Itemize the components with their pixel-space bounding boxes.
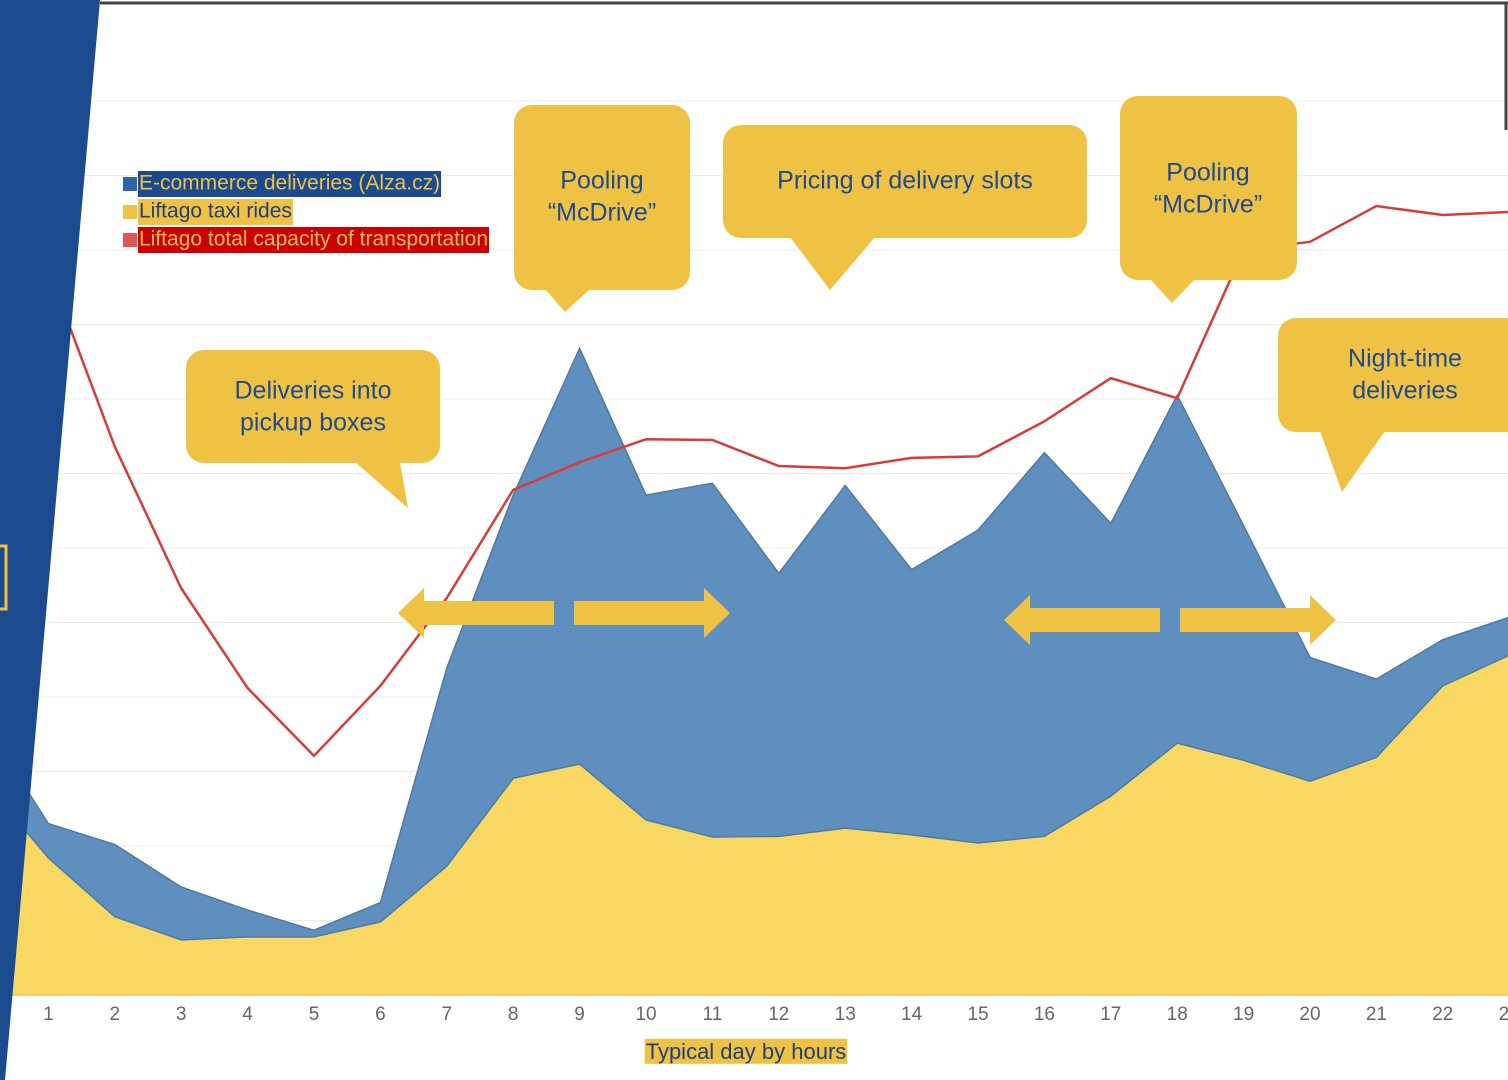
x-tick-label: 3 bbox=[176, 1004, 187, 1025]
callout-text: “McDrive” bbox=[1154, 191, 1262, 219]
x-tick-label: 18 bbox=[1167, 1004, 1188, 1025]
callout: Night-time deliveries bbox=[1278, 318, 1508, 492]
legend-label: E-commerce deliveries (Alza.cz) bbox=[139, 172, 440, 195]
legend: E-commerce deliveries (Alza.cz) Liftago t… bbox=[123, 171, 490, 253]
legend-label: Liftago total capacity of transportation bbox=[139, 228, 488, 251]
x-tick-label: 12 bbox=[768, 1004, 789, 1025]
x-tick-label: 20 bbox=[1299, 1004, 1320, 1025]
legend-bg bbox=[138, 199, 293, 225]
x-tick-label: 6 bbox=[375, 1004, 386, 1025]
x-tick-label: 16 bbox=[1034, 1004, 1055, 1025]
x-tick-label: 11 bbox=[703, 1004, 723, 1025]
arrows bbox=[398, 588, 1336, 645]
x-tick-label: 10 bbox=[635, 1004, 656, 1025]
callout-text: “McDrive” bbox=[548, 199, 656, 227]
area bbox=[0, 346, 1508, 941]
side-band bbox=[0, 0, 100, 1080]
callout-text: pickup boxes bbox=[240, 409, 386, 437]
x-tick-label: 14 bbox=[901, 1004, 923, 1025]
callout-tail bbox=[355, 462, 408, 508]
x-tick-label: 21 bbox=[1366, 1004, 1387, 1025]
x-tick-label: 23 bbox=[1499, 1004, 1508, 1025]
callout-box bbox=[1278, 318, 1508, 432]
callout-tail bbox=[1150, 279, 1195, 303]
x-label-bg bbox=[644, 1038, 848, 1064]
callout: Deliveries into pickup boxes bbox=[186, 350, 440, 508]
x-tick-label: 9 bbox=[574, 1004, 585, 1025]
x-tick-label: 5 bbox=[309, 1004, 320, 1025]
callouts: Deliveries into pickup boxes Pooling “McDri… bbox=[186, 96, 1508, 508]
callout-box bbox=[1120, 96, 1297, 280]
legend-swatch bbox=[123, 205, 137, 219]
arrow-right bbox=[1180, 595, 1336, 645]
x-tick-label: 4 bbox=[242, 1004, 253, 1025]
callout-text: Pricing of delivery slots bbox=[777, 167, 1033, 195]
x-tick-label: 17 bbox=[1100, 1004, 1121, 1025]
legend-label: Liftago taxi rides bbox=[139, 200, 292, 223]
x-tick-label: 19 bbox=[1233, 1004, 1254, 1025]
x-tick-label: 7 bbox=[442, 1004, 453, 1025]
x-tick-label: 8 bbox=[508, 1004, 519, 1025]
x-tick-label: 2 bbox=[110, 1004, 121, 1025]
side-box bbox=[0, 544, 8, 611]
callout-tail bbox=[790, 237, 875, 290]
x-tick-label: 15 bbox=[967, 1004, 988, 1025]
callout-tail bbox=[1320, 431, 1385, 492]
callout: Pricing of delivery slots bbox=[723, 125, 1087, 290]
callout: Pooling “McDrive” bbox=[514, 105, 690, 312]
legend-bg bbox=[138, 171, 442, 197]
legend-bg bbox=[138, 227, 490, 253]
callout-text: Night-time bbox=[1348, 345, 1462, 373]
legend-swatch bbox=[123, 177, 137, 191]
arrow-right bbox=[574, 588, 730, 638]
callout-text: deliveries bbox=[1352, 377, 1458, 405]
callout-tail bbox=[545, 289, 590, 312]
arrow-left bbox=[1004, 595, 1160, 645]
plot: 1234567891011121314151617181920212223Typ… bbox=[0, 100, 1508, 1064]
callout-text: Pooling bbox=[560, 167, 643, 195]
callout-box bbox=[514, 105, 690, 290]
x-tick-label: 13 bbox=[835, 1004, 856, 1025]
callout-text: Deliveries into bbox=[234, 377, 391, 405]
legend-swatch bbox=[123, 233, 137, 247]
x-axis-label: Typical day by hours bbox=[646, 1039, 847, 1064]
arrow-left bbox=[398, 588, 554, 638]
x-tick-label: 22 bbox=[1432, 1004, 1453, 1025]
callout-box bbox=[723, 125, 1087, 238]
callout-text: Pooling bbox=[1166, 159, 1249, 187]
callout: Pooling “McDrive” bbox=[1120, 96, 1297, 303]
x-tick-label: 1 bbox=[43, 1004, 54, 1025]
callout-box bbox=[186, 350, 440, 463]
